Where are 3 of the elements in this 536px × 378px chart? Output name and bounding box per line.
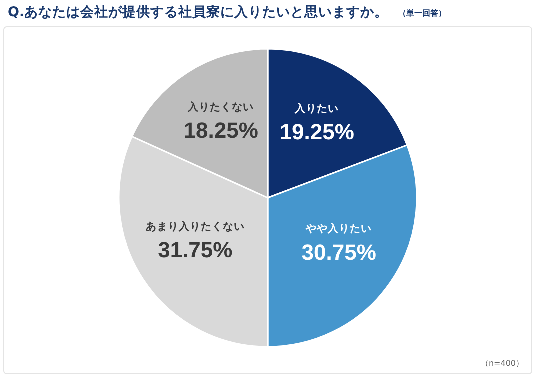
annotation: （n=400） — [480, 359, 524, 368]
title: Q.あなたは会社が提供する社員寮に入りたいと思いますか。 — [8, 4, 389, 21]
subtitle: （単一回答） — [398, 9, 447, 18]
